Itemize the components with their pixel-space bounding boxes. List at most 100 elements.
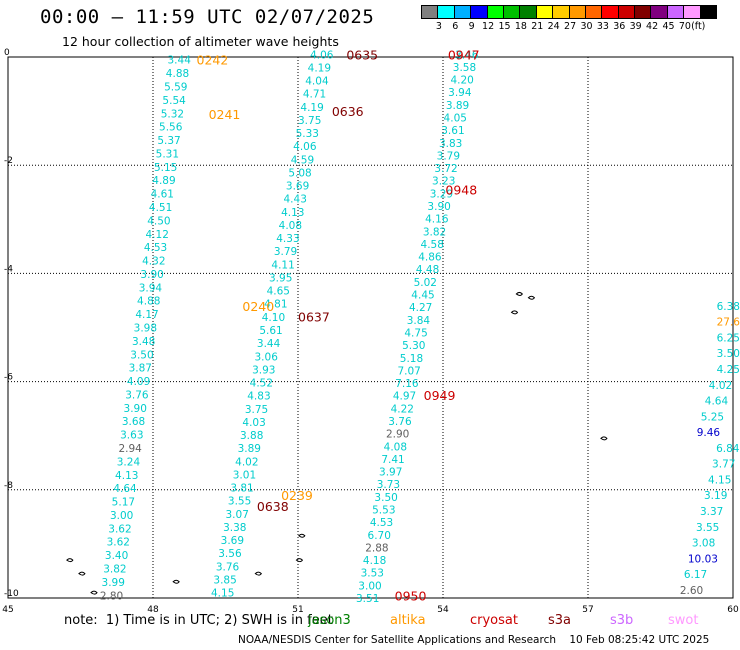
wave-height-value: 3.46 xyxy=(455,49,479,61)
wave-height-value: 3.55 xyxy=(696,522,719,534)
island-outline xyxy=(254,571,262,576)
wave-height-value: 4.05 xyxy=(444,113,467,125)
wave-height-value: 5.56 xyxy=(159,122,183,134)
wave-height-value: 3.79 xyxy=(437,150,460,162)
map-frame xyxy=(7,56,734,599)
pass-time-label: 0637 xyxy=(298,310,330,325)
wave-height-value: 4.17 xyxy=(135,309,158,321)
wave-height-value: 4.65 xyxy=(267,286,290,298)
wave-height-value: 3.93 xyxy=(252,364,275,376)
wave-height-value: 3.89 xyxy=(238,443,261,455)
wave-height-value: 4.15 xyxy=(708,474,731,486)
lon-tick-label: 54 xyxy=(437,605,449,615)
lat-tick-label: -2 xyxy=(4,156,13,166)
island-outline xyxy=(66,558,74,563)
island-outline xyxy=(78,571,86,576)
color-scale-label: 21 xyxy=(531,21,544,32)
pass-time-label: 0635 xyxy=(346,47,378,62)
wave-height-value: 6.17 xyxy=(684,569,707,581)
wave-height-value: 3.50 xyxy=(130,349,153,361)
wave-height-value: 3.38 xyxy=(223,522,246,534)
wave-height-value: 27.6 xyxy=(717,317,740,329)
wave-height-value: 3.79 xyxy=(274,246,297,258)
wave-height-value: 3.72 xyxy=(434,163,457,175)
color-scale-label: 30 xyxy=(580,21,593,32)
legend-item-cryosat: cryosat xyxy=(470,613,518,628)
wave-height-value: 3.82 xyxy=(103,564,126,576)
wave-height-value: 3.68 xyxy=(122,416,145,428)
wave-height-value: 3.95 xyxy=(269,272,292,284)
wave-height-value: 4.45 xyxy=(411,290,434,302)
wave-height-value: 3.69 xyxy=(286,181,309,193)
wave-height-value: 7.16 xyxy=(395,378,419,390)
wave-height-value: 4.19 xyxy=(300,102,323,114)
wave-height-value: 4.97 xyxy=(393,391,416,403)
wave-height-value: 3.01 xyxy=(233,469,256,481)
wave-height-value: 4.64 xyxy=(705,396,729,408)
lat-tick-label: -4 xyxy=(4,264,13,274)
wave-height-value: 3.29 xyxy=(430,188,453,200)
pass-time-label: 0948 xyxy=(445,183,477,198)
wave-height-value: 2.80 xyxy=(100,590,123,602)
wave-height-value: 5.25 xyxy=(701,411,724,423)
wave-height-value: 3.69 xyxy=(221,535,244,547)
wave-height-value: 4.06 xyxy=(293,141,317,153)
island-outline xyxy=(510,310,519,315)
wave-height-value: 4.53 xyxy=(144,242,167,254)
wave-height-value: 4.83 xyxy=(247,391,270,403)
color-scale-label: 33 xyxy=(596,21,609,32)
pass-time-label: 0950 xyxy=(395,588,427,603)
wave-height-value: 3.85 xyxy=(213,574,236,586)
color-scale-label: 42 xyxy=(646,21,659,32)
satellite-legend: jason3 altika cryosat s3a s3b swot xyxy=(0,613,740,629)
wave-height-value: 5.61 xyxy=(259,325,282,337)
wave-height-value: 3.90 xyxy=(140,269,163,281)
lon-tick-label: 57 xyxy=(582,605,593,615)
wave-height-value: 4.02 xyxy=(235,456,258,468)
wave-height-value: 7.07 xyxy=(397,365,420,377)
wave-height-value: 5.02 xyxy=(414,277,437,289)
wave-height-value: 4.59 xyxy=(291,154,314,166)
wave-height-value: 4.11 xyxy=(271,259,294,271)
wave-height-value: 4.22 xyxy=(391,403,414,415)
wave-height-value: 3.00 xyxy=(110,510,133,522)
wave-height-value: 6.84 xyxy=(716,443,740,455)
wave-height-value: 4.43 xyxy=(284,194,307,206)
color-scale-label: 24 xyxy=(547,21,560,32)
wave-height-value: 2.88 xyxy=(365,542,388,554)
wave-height-value: 3.97 xyxy=(379,467,402,479)
wave-height-value: 4.13 xyxy=(115,470,138,482)
lon-tick-label: 60 xyxy=(727,605,739,615)
wave-height-value: 3.63 xyxy=(120,430,143,442)
wave-height-value: 3.06 xyxy=(255,351,279,363)
lon-tick-label: 45 xyxy=(2,605,13,615)
wave-height-value: 3.94 xyxy=(448,87,472,99)
wave-height-value: 3.98 xyxy=(134,323,157,335)
wave-height-value: 3.53 xyxy=(361,568,384,580)
color-scale-unit: (ft) xyxy=(691,21,706,32)
wave-height-value: 3.88 xyxy=(240,430,263,442)
wave-height-value: 3.37 xyxy=(700,506,723,518)
color-scale-label: 18 xyxy=(514,21,527,32)
wave-height-value: 2.90 xyxy=(386,429,409,441)
island-outline xyxy=(527,295,536,300)
wave-height-value: 3.89 xyxy=(446,100,469,112)
wave-height-value: 5.54 xyxy=(162,95,186,107)
color-scale-label: 39 xyxy=(629,21,642,32)
wave-height-value: 4.52 xyxy=(250,378,273,390)
wave-height-value: 4.03 xyxy=(242,417,265,429)
pass-time-label: 0241 xyxy=(209,107,241,122)
wave-height-value: 9.46 xyxy=(697,427,721,439)
wave-height-value: 3.77 xyxy=(712,459,735,471)
island-outline xyxy=(295,558,304,563)
wave-height-value: 3.83 xyxy=(439,138,462,150)
lat-tick-label: 0 xyxy=(4,48,10,58)
wave-height-value: 3.87 xyxy=(129,363,152,375)
wave-height-value: 3.73 xyxy=(377,479,400,491)
wave-height-value: 4.27 xyxy=(409,302,432,314)
wave-height-value: 4.12 xyxy=(146,229,169,241)
color-scale-label: 70 xyxy=(678,21,691,32)
legend-item-jason3: jason3 xyxy=(308,613,351,628)
wave-height-value: 3.08 xyxy=(692,538,715,550)
